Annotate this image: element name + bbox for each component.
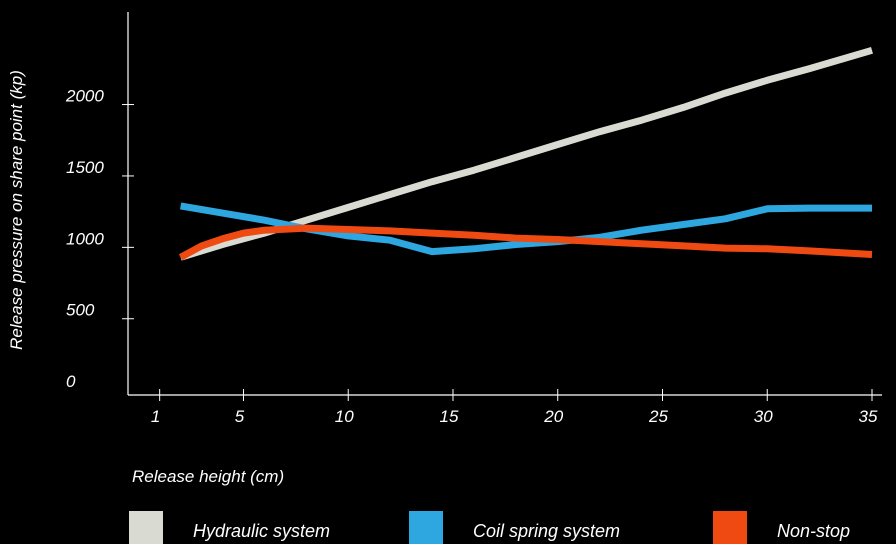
y-tick-label: 500 <box>66 301 95 320</box>
x-tick-label: 20 <box>543 407 563 426</box>
y-tick-label: 1000 <box>66 229 104 248</box>
x-tick-label: 25 <box>648 407 668 426</box>
legend-label-non-stop: Non-stop <box>777 521 851 541</box>
legend: Hydraulic system Coil spring system Non-… <box>0 508 896 544</box>
x-tick-label: 1 <box>151 407 160 426</box>
legend-label-hydraulic: Hydraulic system <box>193 521 331 541</box>
legend-swatch-non-stop <box>713 511 747 544</box>
y-axis-title: Release pressure on share point (kp) <box>7 70 26 350</box>
x-axis-title: Release height (cm) <box>132 467 284 486</box>
x-tick-label: 30 <box>754 407 773 426</box>
x-tick-label: 15 <box>440 407 459 426</box>
x-tick-label: 5 <box>235 407 245 426</box>
y-tick-label: 0 <box>66 372 76 391</box>
y-tick-label: 2000 <box>65 87 104 106</box>
x-tick-label: 10 <box>335 407 354 426</box>
y-tick-label: 1500 <box>66 158 104 177</box>
series-lines <box>178 46 873 261</box>
axes <box>127 12 882 396</box>
series-line-non-stop <box>178 224 873 261</box>
legend-label-coil-spring: Coil spring system <box>473 521 621 541</box>
legend-swatch-coil-spring <box>409 511 443 544</box>
x-tick-label: 35 <box>859 407 878 426</box>
legend-swatch-hydraulic <box>129 511 163 544</box>
